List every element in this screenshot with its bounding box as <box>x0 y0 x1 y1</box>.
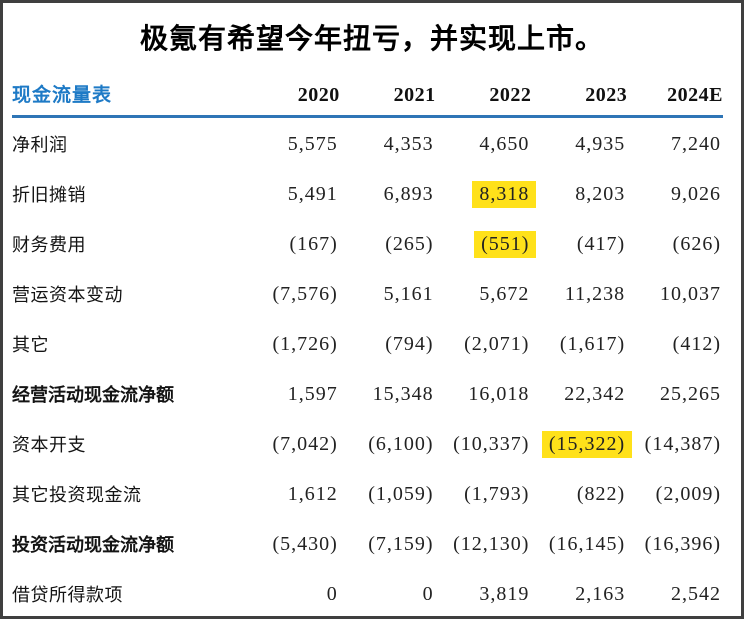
cell-value: 9,026 <box>671 182 721 205</box>
table-row-net-operating-cash-flow: 经营活动现金流净额 1,597 15,348 16,018 22,342 25,… <box>12 369 723 419</box>
cell-value: (412) <box>672 332 721 355</box>
cell-value: (2,009) <box>655 482 721 505</box>
cell-value: 1,612 <box>287 482 338 505</box>
year-header-2023: 2023 <box>585 84 628 106</box>
cell-value: (7,576) <box>272 282 338 305</box>
cell-value: 2,542 <box>671 582 721 605</box>
cell-value: 0 <box>326 582 338 605</box>
cell-value: (5,430) <box>272 532 338 555</box>
cell-value: (417) <box>576 232 626 255</box>
cell-value: (626) <box>672 232 721 255</box>
cell-value: 5,672 <box>479 282 530 305</box>
cell-value: 6,893 <box>383 182 434 205</box>
highlighted-cell-value: 8,318 <box>472 180 537 208</box>
row-label: 净利润 <box>12 135 68 156</box>
cell-value: 0 <box>422 582 434 605</box>
cell-value: 16,018 <box>468 382 530 405</box>
year-header-2021: 2021 <box>393 84 436 106</box>
table-row-borrowing-proceeds: 借贷所得款项 0 0 3,819 2,163 2,542 <box>12 569 723 616</box>
year-header-2024e: 2024E <box>667 84 723 106</box>
cell-value: (7,159) <box>368 532 434 555</box>
cell-value: (1,059) <box>368 482 434 505</box>
table-row-others: 其它 (1,726) (794) (2,071) (1,617) (412) <box>12 319 723 369</box>
cell-value: 4,650 <box>479 132 530 155</box>
table-row-net-profit: 净利润 5,575 4,353 4,650 4,935 7,240 <box>12 119 723 169</box>
cell-value: (7,042) <box>272 432 338 455</box>
highlighted-cell-value: (15,322) <box>541 430 633 458</box>
cell-value: 22,342 <box>564 382 626 405</box>
table-name-header: 现金流量表 <box>12 84 113 106</box>
row-label: 其它投资现金流 <box>12 485 142 506</box>
table-row-other-investing-cash-flow: 其它投资现金流 1,612 (1,059) (1,793) (822) (2,0… <box>12 469 723 519</box>
cell-value: (265) <box>385 232 434 255</box>
row-label: 投资活动现金流净额 <box>12 535 174 556</box>
cell-value: (1,793) <box>464 482 530 505</box>
cell-value: 25,265 <box>660 382 721 405</box>
cell-value: (16,145) <box>548 532 626 555</box>
year-header-2022: 2022 <box>489 84 532 106</box>
cell-value: (167) <box>289 232 338 255</box>
cell-value: (1,617) <box>559 332 626 355</box>
table-row-working-capital-change: 营运资本变动 (7,576) 5,161 5,672 11,238 10,037 <box>12 269 723 319</box>
cell-value: 10,037 <box>660 282 721 305</box>
table-row-capital-expenditure: 资本开支 (7,042) (6,100) (10,337) (15,322) (… <box>12 419 723 469</box>
cell-value: (14,387) <box>644 432 721 455</box>
cell-value: (1,726) <box>272 332 338 355</box>
table-row-finance-costs: 财务费用 (167) (265) (551) (417) (626) <box>12 219 723 269</box>
cell-value: 8,203 <box>575 182 626 205</box>
cell-value: (16,396) <box>644 532 721 555</box>
row-label: 财务费用 <box>12 235 86 256</box>
row-label: 经营活动现金流净额 <box>12 385 174 406</box>
cell-value: 11,238 <box>564 282 626 305</box>
highlighted-cell-value: (551) <box>474 230 537 258</box>
header-divider-line <box>12 115 723 118</box>
table-row-depreciation-amortization: 折旧摊销 5,491 6,893 8,318 8,203 9,026 <box>12 169 723 219</box>
row-label: 资本开支 <box>12 435 86 456</box>
cell-value: 15,348 <box>372 382 434 405</box>
table-header-row: 现金流量表 2020 2021 2022 2023 2024E <box>12 69 723 113</box>
cell-value: (794) <box>385 332 434 355</box>
cell-value: 3,819 <box>479 582 530 605</box>
row-label: 营运资本变动 <box>12 285 123 306</box>
cell-value: (12,130) <box>453 532 530 555</box>
cell-value: (2,071) <box>464 332 530 355</box>
cell-value: 4,935 <box>575 132 626 155</box>
page-title: 极氪有希望今年扭亏，并实现上市。 <box>139 22 604 55</box>
row-label: 借贷所得款项 <box>12 585 123 606</box>
year-header-2020: 2020 <box>297 84 340 106</box>
cell-value: 5,575 <box>287 132 338 155</box>
table-row-net-investing-cash-flow: 投资活动现金流净额 (5,430) (7,159) (12,130) (16,1… <box>12 519 723 569</box>
cell-value: 2,163 <box>575 582 626 605</box>
cell-value: (6,100) <box>368 432 434 455</box>
cell-value: (822) <box>576 482 626 505</box>
row-label: 折旧摊销 <box>12 185 86 206</box>
cell-value: 7,240 <box>671 132 721 155</box>
cell-value: 5,161 <box>383 282 434 305</box>
row-label: 其它 <box>12 335 49 356</box>
cell-value: 5,491 <box>287 182 338 205</box>
cell-value: 1,597 <box>287 382 338 405</box>
cash-flow-table: 现金流量表 2020 2021 2022 2023 2024E 净利润 5,57… <box>3 69 741 616</box>
cell-value: 4,353 <box>383 132 434 155</box>
cell-value: (10,337) <box>453 432 530 455</box>
